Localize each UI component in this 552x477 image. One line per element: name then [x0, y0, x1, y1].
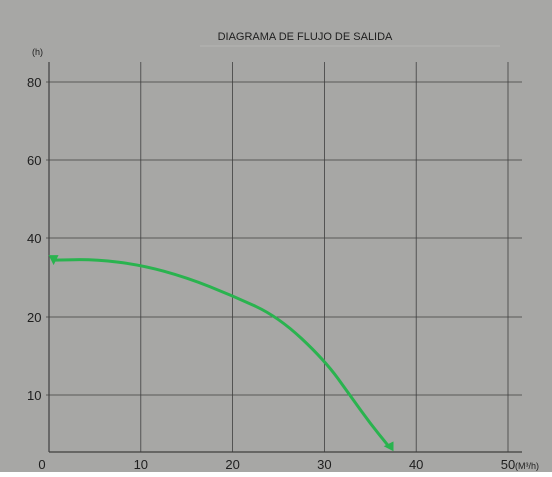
- y-tick-label-60: 60: [27, 153, 41, 168]
- y-tick-label-80: 80: [27, 75, 41, 90]
- chart-title: DIAGRAMA DE FLUJO DE SALIDA: [218, 31, 393, 43]
- y-tick-label-20: 20: [27, 310, 41, 325]
- x-tick-label-40: 40: [409, 457, 423, 472]
- y-axis-label: (h): [32, 47, 43, 57]
- axes: [49, 45, 522, 453]
- series-line-0: [48, 255, 392, 451]
- series-lines: [48, 255, 392, 451]
- x-tick-label-30: 30: [317, 457, 331, 472]
- x-tick-label-20: 20: [225, 457, 239, 472]
- y-tick-label-40: 40: [27, 231, 41, 246]
- tick-labels: 0 10 20 30 40 50 10 20 40 60 80: [27, 75, 515, 472]
- y-tick-label-10: 10: [27, 388, 41, 403]
- x-tick-label-10: 10: [134, 457, 148, 472]
- x-tick-label-50: 50: [501, 457, 515, 472]
- x-axis-label: (M³/h): [515, 461, 539, 471]
- x-tick-label-0: 0: [38, 457, 45, 472]
